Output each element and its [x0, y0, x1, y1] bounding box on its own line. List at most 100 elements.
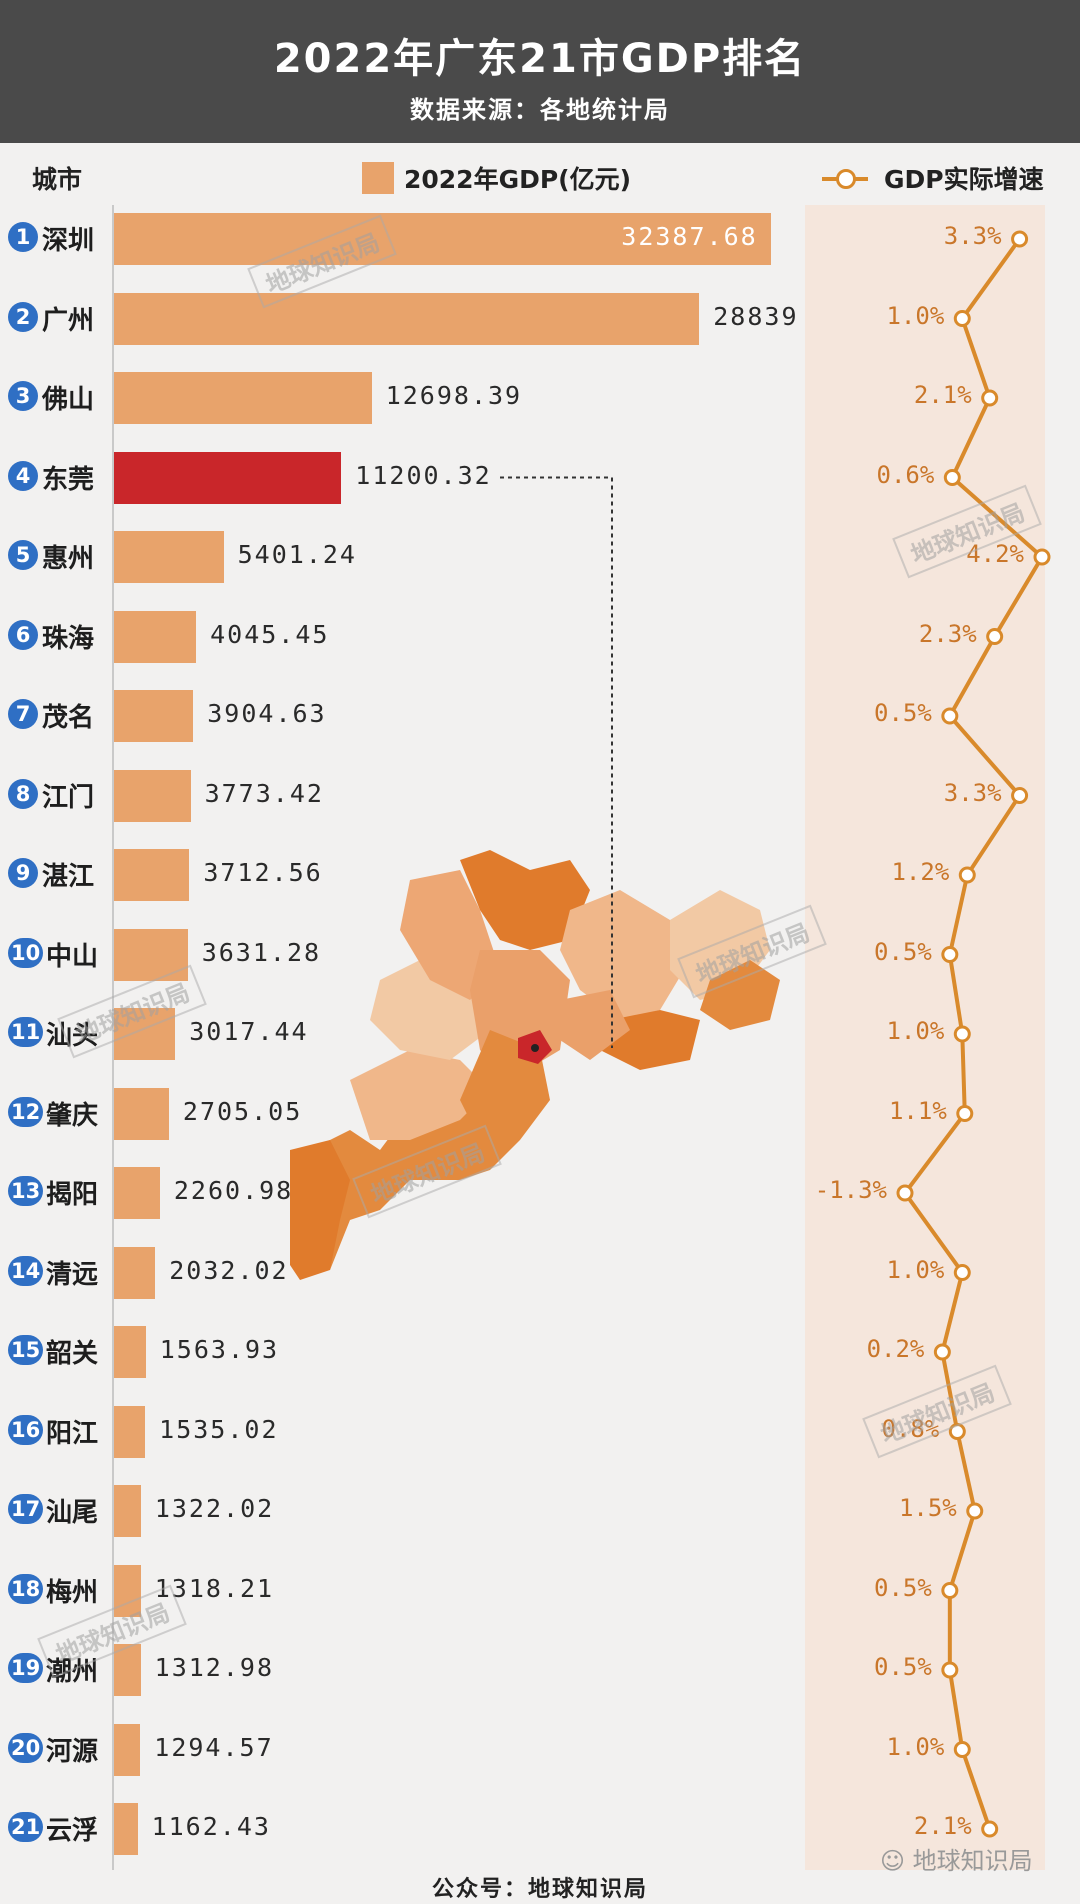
- gdp-bar: [114, 1008, 176, 1060]
- rank-badge: 14: [8, 1255, 44, 1286]
- rank-badge: 16: [8, 1414, 44, 1445]
- gdp-bar: [114, 213, 772, 265]
- rank-badge: 4: [8, 460, 38, 491]
- rank-badge: 3: [8, 381, 38, 411]
- gdp-bar: [114, 1564, 141, 1617]
- chart-row: 8 江门 3773.42 3.3%: [0, 764, 1080, 824]
- gdp-data-label: 12698.39: [385, 381, 523, 410]
- gdp-data-label: 1318.21: [154, 1573, 275, 1603]
- category-label: 珠海: [42, 623, 95, 654]
- gdp-data-label: 1312.98: [154, 1653, 274, 1682]
- growth-data-label: 0.5%: [874, 699, 932, 727]
- gdp-data-label: 1294.57: [154, 1732, 274, 1762]
- chart-row: 13 揭阳 2260.98 -1.3%: [0, 1161, 1080, 1221]
- category-label: 深圳: [42, 226, 95, 256]
- gdp-data-label: 2260.98: [173, 1176, 294, 1205]
- gdp-bar: [114, 769, 191, 822]
- footer-source: 公众号：地球知识局: [431, 1877, 648, 1902]
- gdp-bar: [114, 849, 190, 901]
- chart-row: 1 深圳 32387.68 3.3%: [0, 207, 1080, 267]
- growth-data-label: 2.3%: [918, 619, 977, 648]
- growth-data-label: 1.0%: [886, 1255, 945, 1284]
- growth-data-label: 3.3%: [943, 778, 1002, 807]
- chart-row: 14 清远 2032.02 1.0%: [0, 1241, 1080, 1301]
- gdp-bar: [114, 1803, 138, 1855]
- gdp-data-label: 1322.02: [154, 1494, 275, 1523]
- gdp-data-label: 3017.44: [189, 1017, 309, 1046]
- category-label: 广州: [42, 305, 95, 336]
- chart-row: 9 湛江 3712.56 1.2%: [0, 843, 1080, 903]
- category-label: 阳江: [46, 1418, 99, 1449]
- category-label: 江门: [42, 782, 95, 813]
- rank-badge: 11: [8, 1017, 44, 1047]
- growth-data-label: 0.5%: [874, 1653, 932, 1681]
- category-label: 河源: [46, 1736, 99, 1767]
- gdp-bar: [114, 928, 188, 981]
- wechat-icon: ☺: [880, 1847, 906, 1875]
- gdp-data-label: 4045.45: [210, 619, 330, 649]
- rank-badge: 1: [8, 222, 38, 252]
- rank-badge: 7: [8, 699, 38, 729]
- chart-row: 4 东莞 11200.32 0.6%: [0, 446, 1080, 506]
- growth-data-label: 1.0%: [886, 301, 945, 330]
- gdp-data-label: 3712.56: [203, 858, 323, 887]
- growth-data-label: 1.2%: [891, 858, 950, 886]
- chart-row: 6 珠海 4045.45 2.3%: [0, 605, 1080, 665]
- map-region-chaoshan: [700, 960, 780, 1030]
- rank-badge: 20: [8, 1732, 44, 1763]
- gdp-bar: [114, 1405, 146, 1458]
- category-label: 汕尾: [46, 1498, 99, 1528]
- rank-badge: 12: [8, 1096, 44, 1127]
- gdp-legend-swatch: [362, 162, 394, 194]
- chart-row: 10 中山 3631.28 0.5%: [0, 923, 1080, 983]
- category-label: 湛江: [42, 862, 95, 892]
- map-region-zhanjiang-peninsula: [290, 1140, 350, 1280]
- rank-badge: 6: [8, 619, 38, 650]
- map-region-maoming-yangjiang: [350, 1050, 490, 1140]
- chart-row: 19 潮州 1312.98 0.5%: [0, 1638, 1080, 1698]
- gdp-bar: [114, 1167, 160, 1219]
- category-label: 中山: [46, 941, 99, 972]
- category-label: 梅州: [46, 1577, 99, 1608]
- growth-data-label: 0.6%: [876, 460, 935, 489]
- growth-legend-label: GDP实际增速: [884, 165, 1044, 194]
- rank-badge: 17: [8, 1494, 44, 1524]
- gdp-data-label: 1535.02: [159, 1414, 279, 1444]
- growth-legend-marker-icon: [836, 169, 856, 189]
- growth-data-label: 3.3%: [943, 222, 1002, 250]
- gdp-data-label: 2032.02: [169, 1255, 289, 1285]
- gdp-data-label: 1162.43: [151, 1812, 271, 1841]
- gdp-legend-label: 2022年GDP(亿元): [404, 165, 632, 194]
- category-label: 韶关: [46, 1339, 99, 1369]
- gdp-bar: [114, 372, 372, 424]
- gdp-data-label: 1563.93: [159, 1335, 280, 1364]
- gdp-bar: [114, 1485, 141, 1537]
- chart-row: 12 肇庆 2705.05 1.1%: [0, 1082, 1080, 1142]
- gdp-bar: [114, 531, 224, 583]
- rank-badge: 2: [8, 301, 38, 332]
- growth-data-label: 1.0%: [886, 1732, 945, 1761]
- growth-data-label: 2.1%: [913, 1812, 972, 1840]
- category-label: 佛山: [42, 385, 95, 415]
- rank-badge: 15: [8, 1335, 44, 1365]
- gdp-bar: [114, 292, 700, 345]
- footer-account-name: 地球知识局: [912, 1847, 1033, 1875]
- growth-data-label: 0.5%: [874, 937, 932, 966]
- growth-data-label: 2.1%: [913, 381, 972, 409]
- gdp-data-label: 3773.42: [204, 778, 324, 808]
- chart-row: 15 韶关 1563.93 0.2%: [0, 1320, 1080, 1380]
- rank-badge: 19: [8, 1653, 44, 1683]
- header-banner: 2022年广东21市GDP排名 数据来源：各地统计局: [0, 0, 1080, 143]
- rank-badge: 13: [8, 1176, 44, 1206]
- growth-data-label: 0.2%: [866, 1335, 925, 1363]
- chart-title: 2022年广东21市GDP排名: [273, 36, 807, 82]
- chart-row: 7 茂名 3904.63 0.5%: [0, 684, 1080, 744]
- rank-badge: 5: [8, 540, 38, 570]
- rank-badge: 8: [8, 778, 38, 809]
- rank-badge: 21: [8, 1812, 44, 1842]
- gdp-bar: [114, 1326, 146, 1378]
- rank-badge: 9: [8, 858, 38, 888]
- gdp-bar: [114, 1246, 156, 1299]
- gdp-bar: [114, 1644, 141, 1696]
- rank-badge: 18: [8, 1573, 44, 1604]
